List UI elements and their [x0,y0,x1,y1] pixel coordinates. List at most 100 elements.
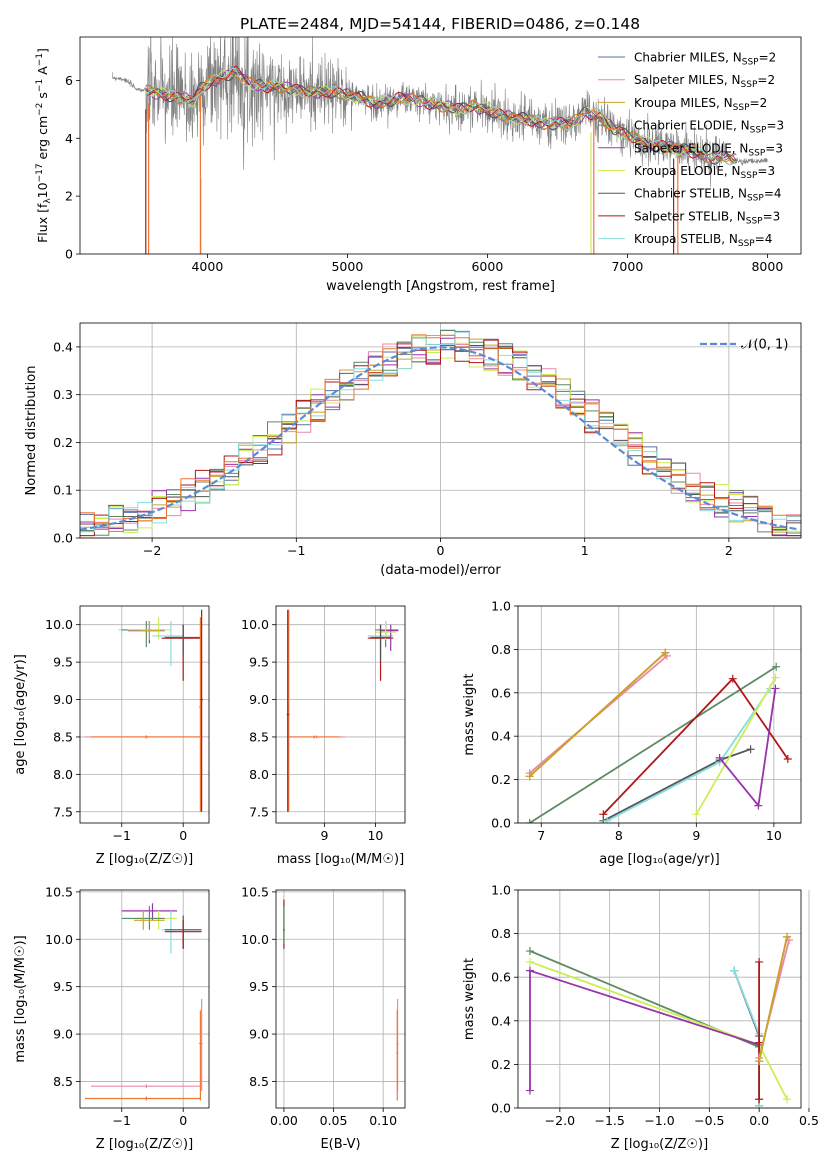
y-tick-label: 8.5 [249,1074,269,1089]
x-tick-label: 0.5 [799,1113,819,1128]
x-axis-label: Z [log₁₀(Z/Z☉)] [96,852,193,867]
errorbar-point [84,1096,201,1101]
plot-area [80,890,209,1108]
x-axis-label: wavelength [Angstrom, rest frame] [326,279,555,294]
weight-marker [730,966,739,975]
weight-data [525,648,792,823]
axes-weight_vs_age: 7 8 9 10 0.0 0.2 0.4 0.6 0.8 1.0 [491,599,802,843]
plot-area [80,606,209,823]
axes-residuals: −2 −1 0 1 2 0.0 0.1 0.2 0.3 0.4 𝒩(0, 1) [53,322,802,558]
plot-area [276,606,405,823]
x-axis-label: (data-model)/error [380,563,501,578]
weight-marker [525,966,534,975]
weight-marker [754,801,763,810]
weight-marker [783,932,792,941]
errorbar-data [286,609,399,812]
weight-line [695,677,777,815]
errorbar-point [91,735,201,739]
weight-marker [755,1038,764,1047]
errorbar-point [286,609,289,812]
errorbar-point [91,1084,201,1089]
errorbar-point [282,906,285,945]
weight-marker [525,947,534,956]
legend-label: Salpeter MILES, NSSP=2 [634,73,775,90]
errorbar-point [396,1010,399,1101]
x-tick-label: 7000 [611,259,643,274]
histogram-data [80,329,801,537]
x-axis-label: E(B-V) [320,1137,360,1152]
weight-marker [783,754,792,763]
legend-label: 𝒩(0, 1) [741,338,788,353]
y-tick-label: 9.0 [249,1027,269,1042]
y-axis-label: mass [log₁₀(M/M☉)] [13,935,28,1062]
y-tick-label: 0.2 [491,772,511,787]
plot-area [518,606,801,823]
plot-area [276,890,405,1108]
errorbar-point [199,1010,202,1101]
weight-marker [771,684,780,693]
weight-data [525,932,794,1108]
axes-border [517,889,802,1109]
axes-border [275,605,406,824]
x-tick-label: 9 [692,828,700,843]
errorbar-point [140,620,159,640]
x-tick-label: 0.10 [369,1113,397,1128]
weight-marker [772,662,781,671]
axes-weight_vs_Z: −2.0 −1.5 −1.0 −0.5 0.0 0.5 0.0 0.2 0.4 0.6 0.8 1.0 [491,883,819,1129]
errorbar-point [200,609,203,812]
errorbar-point [288,735,340,739]
y-axis-label: mass weight [462,673,477,755]
errorbar-data [282,899,399,1101]
weight-marker [603,816,612,823]
y-tick-label: 0.4 [53,339,73,354]
weight-marker [755,1057,764,1066]
y-tick-label: 8.5 [53,729,73,744]
histogram-step [80,334,801,532]
y-tick-label: 7.5 [249,804,269,819]
errorbar-data [84,609,203,812]
x-tick-label: 8000 [751,259,783,274]
y-tick-label: 0.6 [491,685,511,700]
errorbar-point [375,620,396,640]
y-tick-label: 0.8 [491,926,511,941]
y-tick-label: 0.2 [53,435,73,450]
y-tick-label: 0.6 [491,970,511,985]
x-tick-label: 4000 [191,259,223,274]
y-axis-label: age [log₁₀(age/yr)] [13,654,28,775]
axes-mass_vs_ebv: 0.00 0.05 0.10 8.5 9.0 9.5 10.0 10.5 [241,884,406,1128]
y-tick-label: 2 [65,189,73,204]
weight-series [603,684,774,823]
y-axis-label: Flux [fλ10−17 erg cm−2 s−1 A−1] [35,48,53,243]
y-tick-label: 9.0 [249,692,269,707]
axes-border [79,889,210,1109]
y-tick-label: 0.0 [491,816,511,831]
x-tick-label: 0 [179,1113,187,1128]
errorbar-point [152,620,184,666]
legend-label: Chabrier MILES, NSSP=2 [634,51,776,68]
y-tick-label: 1.0 [491,883,511,898]
weight-series [755,932,792,1066]
x-tick-label: 0.0 [749,1113,769,1128]
y-tick-label: 6 [65,73,73,88]
legend-label: Chabrier ELODIE, NSSP=3 [634,119,784,136]
legend-label: Kroupa ELODIE, NSSP=3 [634,164,775,181]
y-tick-label: 0.0 [491,1101,511,1116]
errorbar-point [164,624,202,655]
weight-line [758,936,788,1062]
weight-marker [525,819,534,823]
x-tick-label: −1 [287,543,305,558]
model-line [145,69,737,161]
axes-border [79,605,210,824]
weight-marker [692,810,701,819]
y-tick-label: 10.0 [45,617,73,632]
legend-label: Kroupa STELIB, NSSP=4 [634,232,772,249]
y-axis-label: Normed distribution [24,366,39,496]
weight-series [525,648,670,781]
errorbar-point [164,920,202,949]
weight-line [529,666,777,823]
x-tick-label: −1 [113,1113,131,1128]
y-tick-label: 0.1 [53,483,73,498]
model-line [145,65,737,163]
axes-age_vs_mass: 9 10 7.5 8.0 8.5 9.0 9.5 10.0 [241,605,406,843]
